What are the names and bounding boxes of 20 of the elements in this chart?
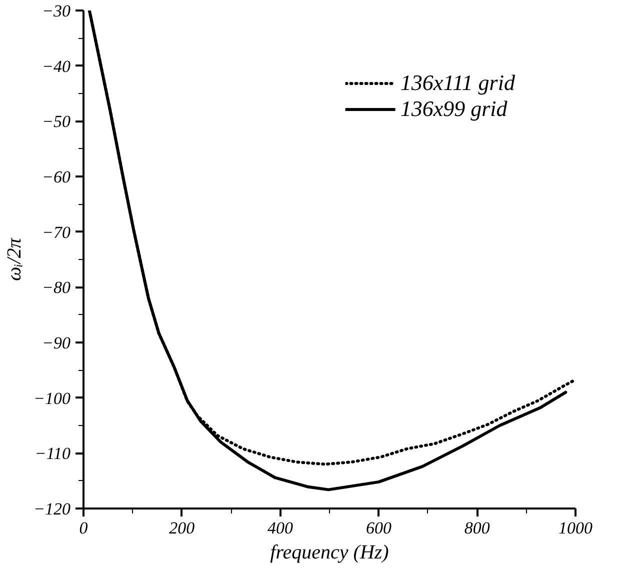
y-tick-label: −120 [34, 500, 71, 518]
y-tick-label: −40 [42, 56, 71, 76]
y-tick-label: −60 [42, 168, 71, 186]
x-tick-label: 1000 [558, 518, 593, 538]
y-tick-label: −100 [34, 388, 71, 408]
y-tick-label: −70 [42, 222, 71, 242]
legend-label: 136x99 grid [400, 96, 508, 122]
y-tick-label: −30 [42, 2, 71, 20]
x-tick-label: 400 [268, 518, 294, 538]
y-tick-label: −50 [42, 112, 71, 132]
x-axis-title: frequency (Hz) [270, 542, 390, 564]
x-tick-label: 0 [79, 518, 88, 538]
y-tick-label: −110 [34, 444, 71, 464]
legend-label: 136x111 grid [400, 70, 515, 96]
y-tick-label: −80 [42, 278, 71, 298]
y-tick-label: −90 [42, 334, 71, 352]
x-tick-label: 200 [169, 518, 196, 538]
x-tick-label: 600 [366, 518, 392, 538]
x-tick-label: 800 [464, 518, 490, 538]
y-axis-title: ωᵢ/2π [4, 237, 26, 281]
